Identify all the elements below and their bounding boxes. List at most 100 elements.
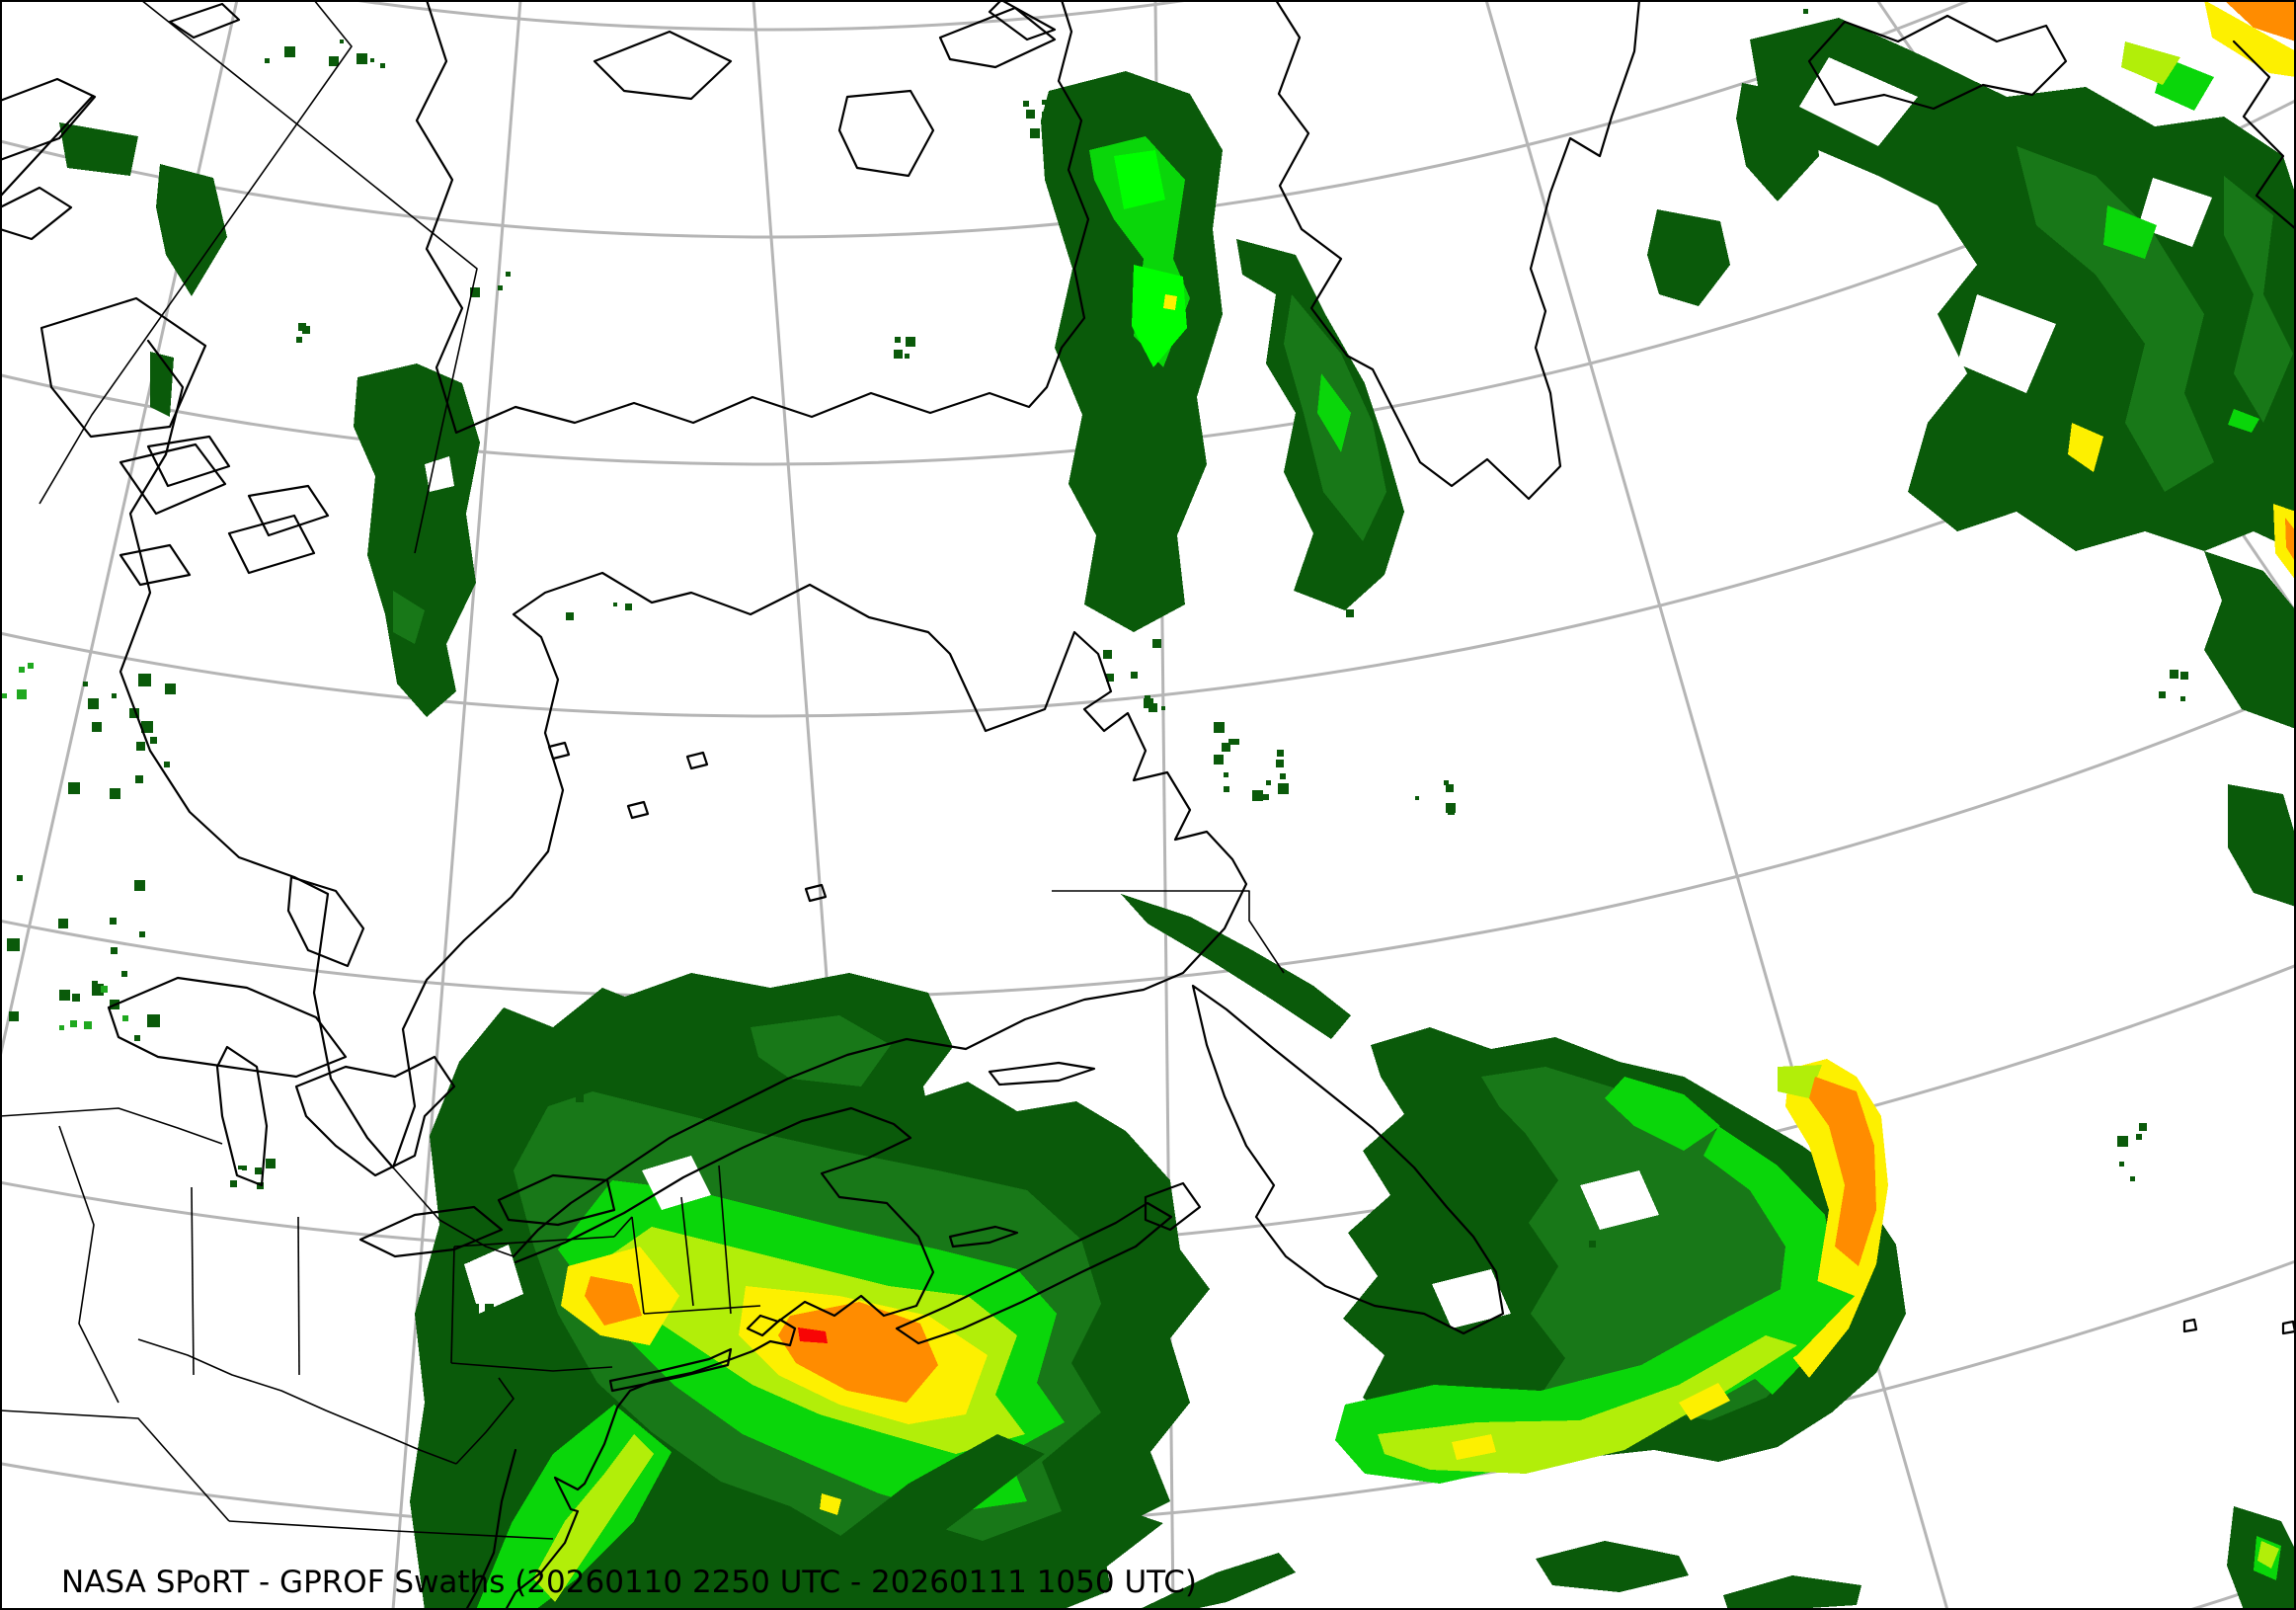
precip-speck [498,285,503,290]
precip-speck [134,880,145,891]
precip-speck [136,742,145,751]
precip-blob-boothia-sliver [150,352,174,417]
precip-speck [1161,706,1165,710]
precip-speck [266,1159,276,1168]
coastline-arctic-islet-top [168,2,241,40]
precip-speck [1106,674,1114,682]
precip-speck [2,693,7,698]
coastline-anticosti-island [988,1061,1096,1087]
precip-speck [7,938,20,951]
precip-speck [165,684,176,694]
precip-speck [566,612,574,620]
precip-speck [1346,609,1354,617]
precip-speck [1166,536,1171,541]
precip-blob-se-streak-c [1138,1553,1296,1610]
precip-speck [1818,53,1826,61]
precip-blob-davis-yellow-px [1163,294,1177,310]
precip-speck [1280,773,1286,779]
precip-speck [88,698,99,709]
precip-blob-se-greenland-blob [1647,209,1730,306]
precip-speck [1319,591,1326,598]
precip-speck [1807,41,1814,48]
precip-speck [1334,534,1340,540]
precip-blob-ne-hole-a [642,1156,711,1210]
precip-speck [265,58,270,63]
precip-speck [1837,54,1841,58]
precip-blob-br-corner-gy [2257,1541,2279,1569]
precip-blob-edge-yellow-stripe [2273,504,2296,581]
coastline-new-england-coast [504,1314,797,1610]
coastline-prince-edward-island [948,1225,1019,1248]
precip-blob-edge-orange-bit [2285,518,2296,563]
precip-speck [1222,743,1230,752]
precip-speck [380,63,385,68]
precip-speck [255,1167,262,1174]
border-mason-dixon [450,1362,613,1372]
coastline-top-fragment [988,0,1057,41]
precip-speck [563,1065,568,1070]
border-ny-pa-border [453,1236,615,1248]
precip-blob-foxe-hole [425,456,454,492]
precip-speck [238,1166,242,1169]
precip-speck [1160,560,1164,564]
precip-speck [485,1304,494,1313]
precip-blob-br-streak-a [1536,1541,1689,1592]
precip-blob-field-yellow-mid [2068,423,2103,472]
precip-blob-nw-island-blob [59,122,138,176]
coastline-coats-island [119,443,227,516]
coastline-lake-michigan [215,1045,269,1187]
border-ontario-quebec-border [392,1167,515,1257]
precip-speck [92,722,102,732]
coastline-devon-island [938,6,1057,69]
precip-speck [1589,1241,1596,1248]
precip-blob-lower-right-dark [2204,551,2296,729]
precip-blob-se-streak-a [770,1434,1045,1610]
border-wv-border [455,1377,515,1465]
precip-speck [1803,9,1808,14]
border-mississippi-river [58,1125,119,1404]
precip-speck [230,1180,237,1187]
precip-speck [1148,703,1157,712]
border-wi-border [0,1107,223,1145]
coastline-arctic-island-a [593,30,733,101]
precip-speck [453,1398,463,1408]
precip-speck [298,323,306,331]
precip-speck [1062,120,1066,123]
latitude-arc [0,377,2296,717]
coastline-stlawrence-south-bank-gaspe [514,1106,935,1324]
precip-speck [1128,527,1140,539]
precip-speck [506,272,511,277]
precip-speck [139,931,145,937]
coastline-quebec-lake-a [547,741,571,761]
precip-speck [1030,128,1040,138]
precip-speck [19,667,25,673]
precip-speck [340,40,344,43]
coastline-quebec-lake-c [685,751,709,770]
coastline-quebec-lake-d [804,883,828,903]
precip-speck [9,1011,19,1021]
precip-blob-foxe-mid [393,591,425,644]
precip-blob-comma-gy-top [1778,1065,1822,1098]
border-labrador-border [1052,890,1285,974]
precip-speck [1444,780,1449,785]
latitude-arc [0,98,2296,465]
border-oh-in-border [297,1216,300,1376]
precip-speck [1214,755,1224,765]
precip-blob-right-specks-mass [2228,784,2296,907]
precip-speck [1415,796,1419,800]
precip-speck [92,981,98,987]
precip-speck [2139,1123,2147,1131]
precip-speck [1113,503,1122,512]
coastline-quebec-lake-b [626,800,650,820]
precip-speck [1129,551,1137,559]
precip-speck [1333,590,1343,600]
precip-speck [1276,760,1284,767]
coastline-victoria-island-b [0,186,73,241]
precip-speck [17,689,27,699]
precip-speck [147,1014,160,1027]
precip-speck [164,762,170,767]
precip-speck [84,1021,92,1029]
precip-speck [135,775,143,783]
coastline-newfoundland [1191,984,1505,1335]
